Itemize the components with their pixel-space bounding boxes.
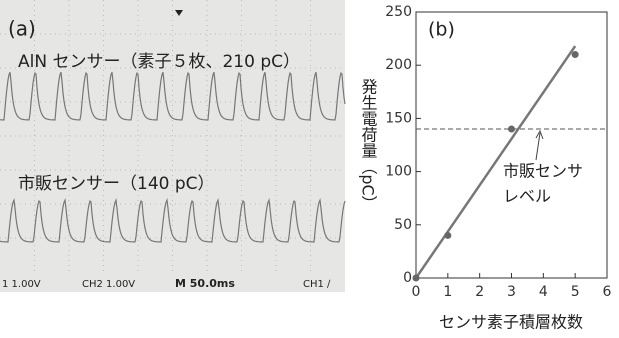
y-tick-label: 50 — [394, 217, 412, 233]
x-tick-label: 6 — [603, 284, 612, 300]
scope-status: CH1 ∕ — [303, 279, 331, 290]
annotation: 市販センサ — [503, 162, 583, 181]
panel-label: (a) — [8, 17, 36, 41]
trace-label: 市販センサー（140 pC） — [18, 174, 215, 194]
y-tick-label: 0 — [403, 270, 412, 286]
x-tick-label: 0 — [412, 284, 421, 300]
data-point — [413, 275, 420, 282]
annotation: レベル — [503, 187, 551, 206]
y-tick-label: 100 — [385, 164, 412, 180]
data-point — [508, 126, 515, 133]
y-tick-label: 150 — [385, 110, 412, 126]
x-tick-label: 2 — [475, 284, 484, 300]
y-axis-label: 発生電荷量（pC） — [359, 78, 378, 211]
scope-status: 1 1.00V — [2, 279, 41, 290]
x-axis-label: センサ素子積層枚数 — [439, 313, 583, 332]
figure: (a) AlN センサー（素子５枚、210 pC） 市販センサー（140 pC）… — [0, 0, 619, 338]
x-tick-label: 5 — [571, 284, 580, 300]
y-tick-label: 250 — [385, 4, 412, 20]
x-tick-label: 4 — [539, 284, 548, 300]
x-tick-label: 3 — [507, 284, 516, 300]
scope-status: CH2 1.00V — [82, 279, 135, 290]
data-point — [444, 232, 451, 239]
trace-label: AlN センサー（素子５枚、210 pC） — [18, 52, 300, 72]
annotation-arrow — [536, 131, 543, 160]
y-tick-label: 200 — [385, 57, 412, 73]
x-tick-label: 1 — [443, 284, 452, 300]
data-point — [572, 51, 579, 58]
scope-status: M 50.0ms — [175, 277, 235, 290]
panel-label: (b) — [428, 19, 455, 41]
